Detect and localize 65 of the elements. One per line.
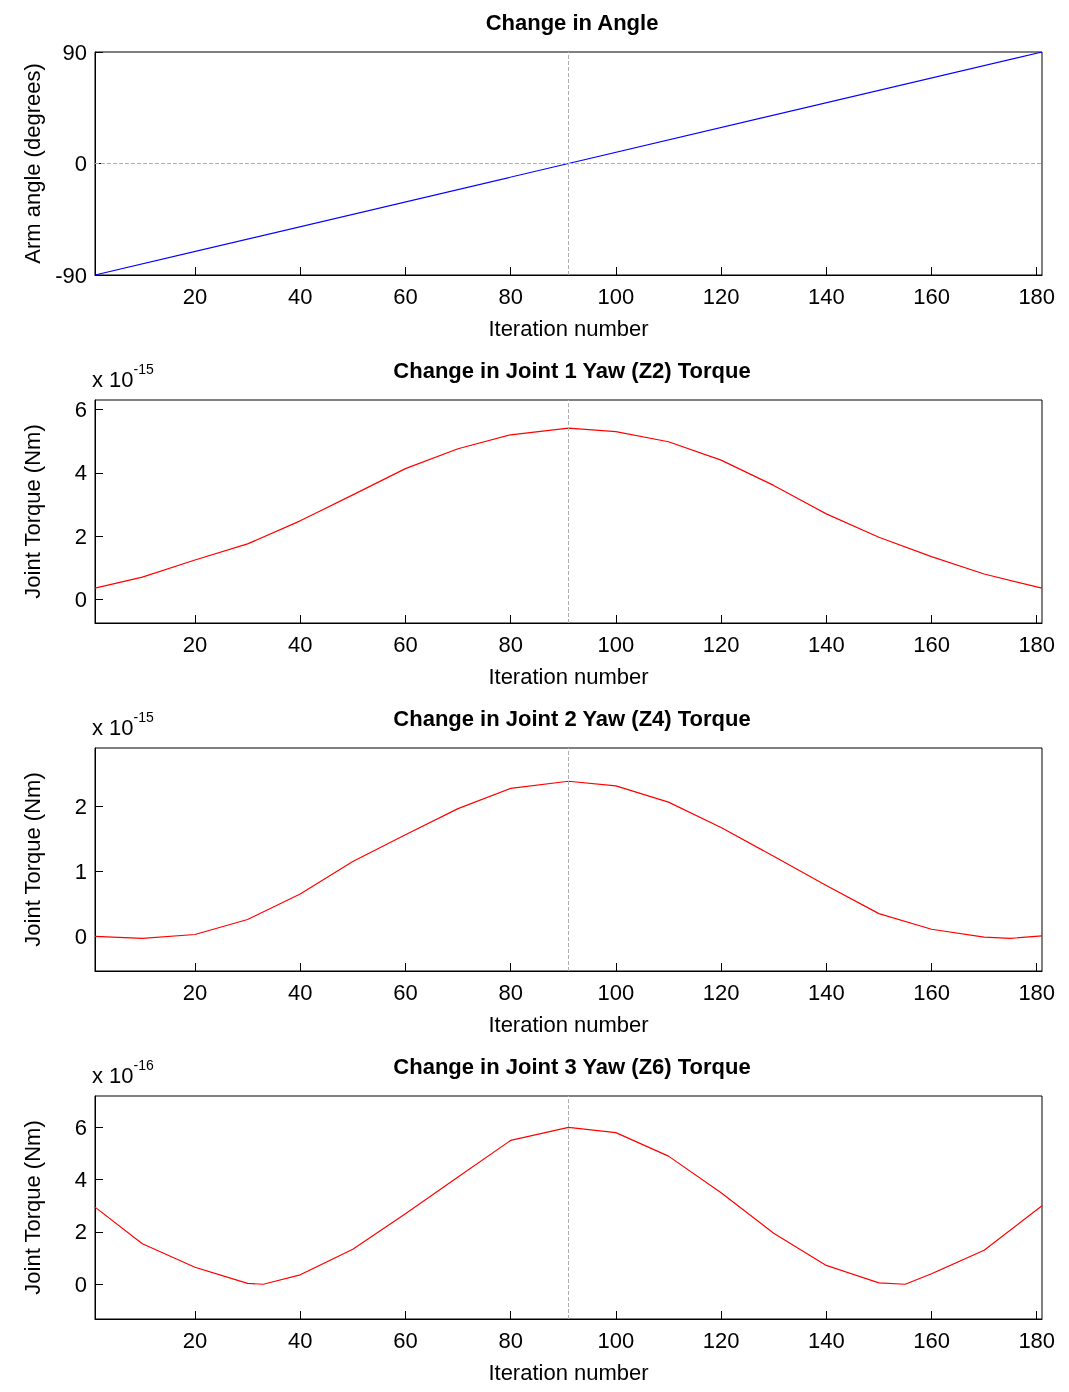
y-tick-label: 4 xyxy=(74,1167,87,1193)
x-tick-label: 40 xyxy=(287,979,313,1005)
y-axis-title: Arm angle (degrees) xyxy=(19,63,45,264)
x-axis-title: Iteration number xyxy=(488,315,649,341)
x-tick-label: 100 xyxy=(597,631,635,657)
x-tick-label: 40 xyxy=(287,283,313,309)
y-axis-title: Joint Torque (Nm) xyxy=(19,424,45,599)
chart-title: Change in Joint 2 Yaw (Z4) Torque xyxy=(393,705,751,731)
x-tick-label: 140 xyxy=(807,979,845,1005)
x-tick-label: 140 xyxy=(807,631,845,657)
x-tick-label: 140 xyxy=(807,283,845,309)
y-tick-label: 90 xyxy=(62,39,87,65)
x-tick-label: 160 xyxy=(913,979,950,1005)
x-tick-label: 100 xyxy=(597,979,635,1005)
y-tick-label: 0 xyxy=(74,586,87,612)
line-series xyxy=(94,427,1043,589)
y-tick-label: 2 xyxy=(74,523,87,549)
x-tick-label: 20 xyxy=(182,1327,208,1353)
x-tick-label: 20 xyxy=(182,631,208,657)
line-series xyxy=(94,1126,1043,1285)
y-axis-title: Joint Torque (Nm) xyxy=(19,772,45,947)
x-axis-title: Iteration number xyxy=(488,1011,649,1037)
x-tick-label: 120 xyxy=(702,979,740,1005)
x-tick-label: 140 xyxy=(807,1327,845,1353)
y-tick-label: 0 xyxy=(74,151,87,176)
x-tick-label: 40 xyxy=(287,1327,313,1353)
y-axis-title: Joint Torque (Nm) xyxy=(19,1120,45,1295)
x-tick-label: 120 xyxy=(702,631,740,657)
x-axis-title: Iteration number xyxy=(488,663,649,689)
x-tick-label: 80 xyxy=(498,631,523,657)
y-tick-label: 6 xyxy=(74,396,87,422)
y-tick-label: 2 xyxy=(74,793,87,819)
y-tick-label: 0 xyxy=(74,923,87,949)
x-tick-label: 60 xyxy=(393,1327,418,1353)
x-tick-label: 180 xyxy=(1018,283,1056,309)
y-tick-label: 2 xyxy=(74,1219,87,1245)
y-tick-label: 1 xyxy=(74,858,87,884)
y-tick-label: 4 xyxy=(74,460,87,486)
x-tick-label: 100 xyxy=(597,283,635,309)
chart-title: Change in Joint 3 Yaw (Z6) Torque xyxy=(393,1053,751,1079)
x-tick-label: 80 xyxy=(498,1327,523,1353)
x-tick-label: 60 xyxy=(393,631,418,657)
line-series xyxy=(94,780,1043,939)
x-tick-label: 60 xyxy=(393,283,418,309)
x-tick-label: 180 xyxy=(1018,631,1056,657)
chart-title: Change in Joint 1 Yaw (Z2) Torque xyxy=(393,357,751,383)
x-tick-label: 180 xyxy=(1018,979,1056,1005)
x-tick-label: 160 xyxy=(913,1327,950,1353)
x-tick-label: 80 xyxy=(498,979,523,1005)
x-axis-title: Iteration number xyxy=(488,1359,649,1385)
y-tick-label: 0 xyxy=(74,1271,87,1297)
x-tick-label: 160 xyxy=(913,283,950,309)
x-tick-label: 20 xyxy=(182,283,208,309)
x-tick-label: 160 xyxy=(913,631,950,657)
x-tick-label: 40 xyxy=(287,631,313,657)
x-tick-label: 120 xyxy=(702,283,740,309)
y-tick-label: 6 xyxy=(74,1114,87,1140)
x-tick-label: 100 xyxy=(597,1327,635,1353)
x-tick-label: 120 xyxy=(702,1327,740,1353)
y-tick-label: -90 xyxy=(55,262,87,288)
x-tick-label: 80 xyxy=(498,283,523,309)
x-tick-label: 20 xyxy=(182,979,208,1005)
x-tick-label: 180 xyxy=(1018,1327,1056,1353)
x-tick-label: 60 xyxy=(393,979,418,1005)
chart-title: Change in Angle xyxy=(485,9,659,35)
